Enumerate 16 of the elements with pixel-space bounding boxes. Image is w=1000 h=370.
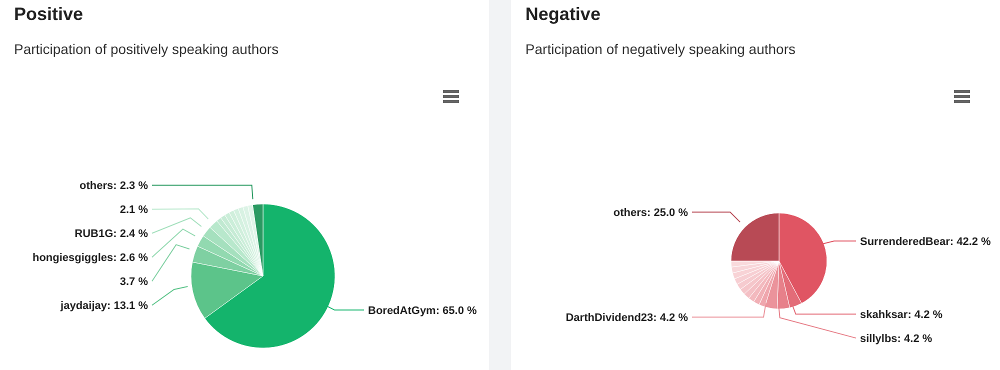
chart-title: Negative (525, 4, 600, 25)
data-label: 3.7 % (120, 276, 148, 288)
slice-label: jaydaijay: 13.1 % (60, 300, 148, 312)
slice-label: SurrenderedBear: 42.2 % (860, 236, 992, 248)
data-label: 2.1 % (120, 204, 148, 216)
slice-label: hongiesgiggles: 2.6 % (32, 252, 148, 264)
chart-subtitle: Participation of negatively speaking authors (525, 41, 796, 57)
slice-label: sillylbs: 4.2 % (860, 333, 933, 346)
slice-label: BoredAtGym: 65.0 % (368, 305, 478, 318)
slice-label: others: 2.3 % (80, 180, 148, 192)
slice-label: skahksar: 4.2 % (860, 309, 944, 322)
chart-title: Positive (14, 4, 84, 25)
chart-subtitle: Participation of positively speaking authors (14, 41, 279, 57)
slice-label: DarthDividend23: 4.2 % (566, 312, 689, 324)
slice-label: RUB1G: 2.4 % (74, 228, 148, 240)
slice-label: others: 25.0 % (614, 207, 689, 220)
